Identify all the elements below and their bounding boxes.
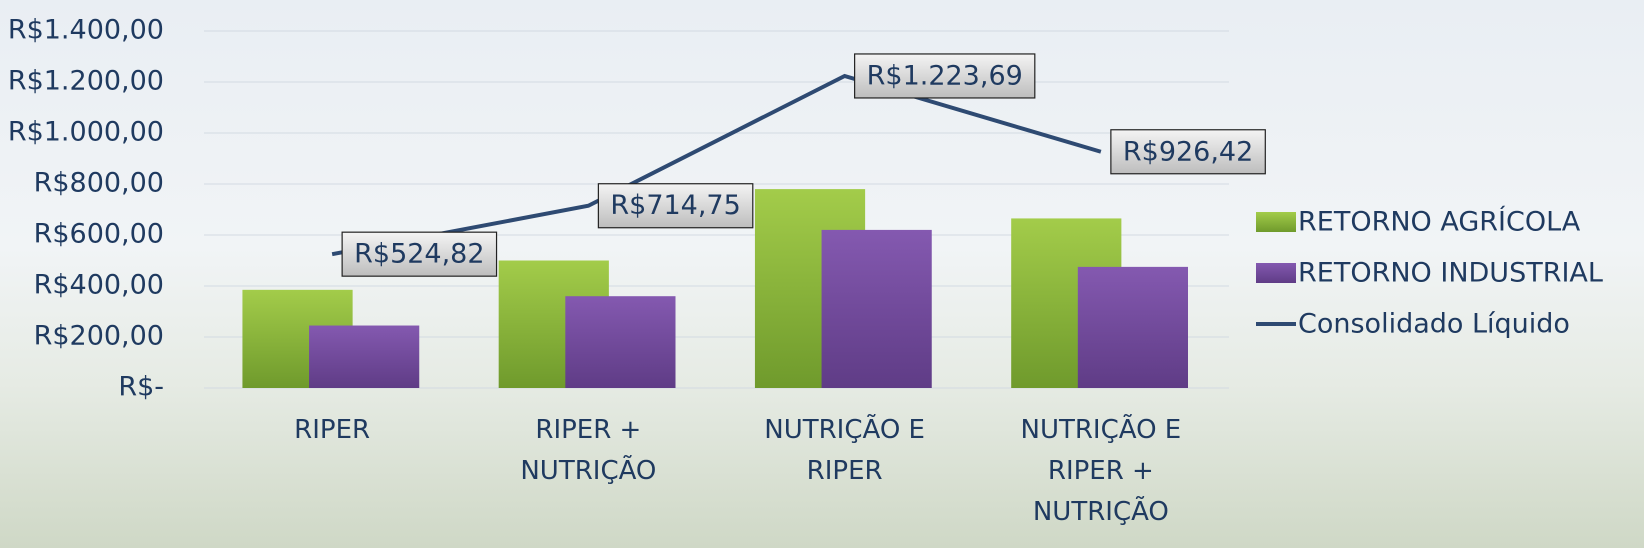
data-label-box <box>854 53 1036 99</box>
data-label-text: R$1.223,69 <box>867 60 1023 91</box>
legend-label: Consolidado Líquido <box>1298 309 1570 340</box>
data-label: R$926,42 <box>1110 129 1266 175</box>
line <box>331 73 1102 257</box>
bar <box>309 325 420 388</box>
data-label-box <box>597 183 754 229</box>
bar <box>1077 266 1188 388</box>
data-label: R$714,75 <box>597 183 754 229</box>
x-tick-label: NUTRIÇÃO E RIPER <box>764 415 925 486</box>
data-label-text: R$524,82 <box>354 239 484 270</box>
data-label-text: R$714,75 <box>610 190 740 221</box>
y-tick-label: R$- <box>118 372 164 403</box>
x-tick-label: RIPER + NUTRIÇÃO <box>520 415 657 486</box>
bar <box>821 229 932 388</box>
data-label: R$524,82 <box>341 231 498 277</box>
y-tick-label: R$1.000,00 <box>8 117 164 148</box>
legend-swatch <box>1256 263 1296 283</box>
y-tick-label: R$800,00 <box>34 168 164 199</box>
x-tick-label: RIPER <box>294 415 371 445</box>
data-label-box <box>341 231 498 277</box>
y-tick-label: R$200,00 <box>34 321 164 352</box>
y-tick-label: R$1.400,00 <box>8 15 164 46</box>
data-label-text: R$926,42 <box>1123 136 1253 167</box>
legend-label: RETORNO INDUSTRIAL <box>1298 258 1603 289</box>
legend-label: RETORNO AGRÍCOLA <box>1298 206 1581 238</box>
legend-swatch <box>1256 212 1296 232</box>
y-tick-label: R$600,00 <box>34 219 164 250</box>
data-label: R$1.223,69 <box>854 53 1036 99</box>
data-label-box <box>1110 129 1266 175</box>
x-tick-label: NUTRIÇÃO E RIPER + NUTRIÇÃO <box>1020 415 1182 527</box>
bar <box>565 296 676 388</box>
y-tick-label: R$1.200,00 <box>8 66 164 97</box>
y-tick-label: R$400,00 <box>34 270 164 301</box>
